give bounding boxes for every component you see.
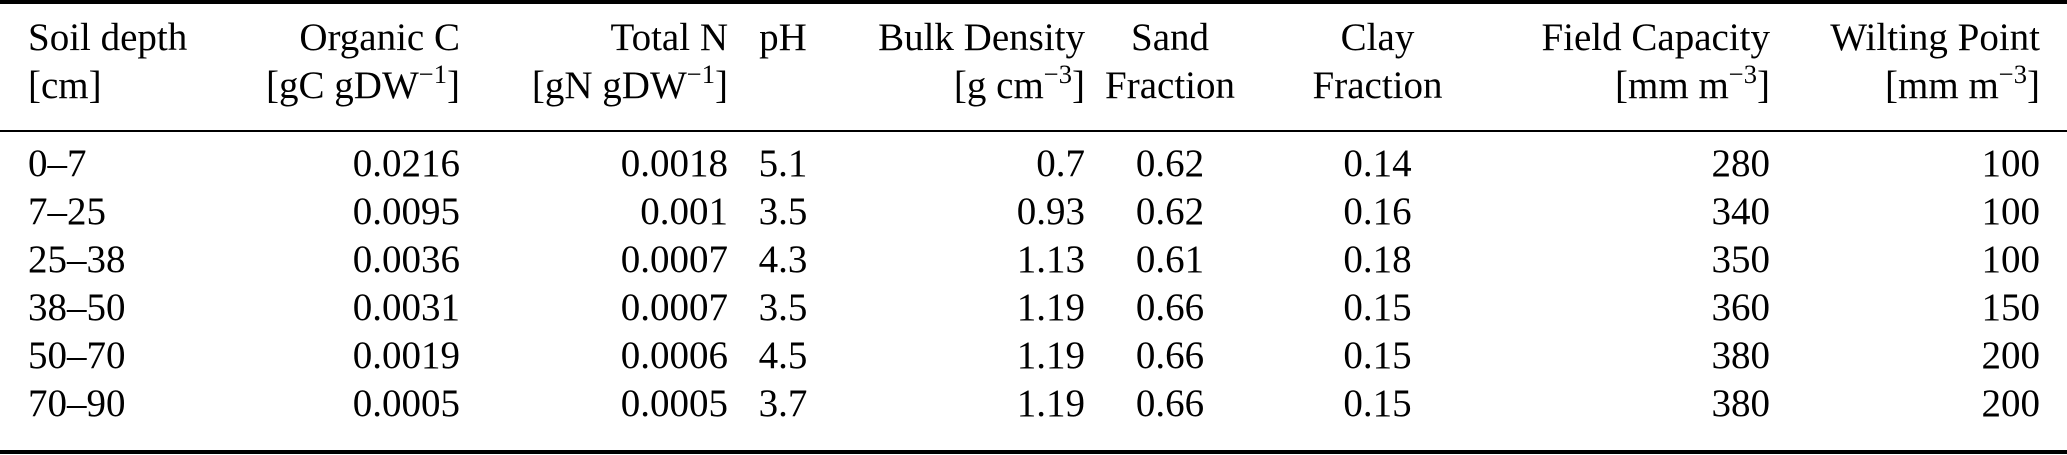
table-row: 7–25 0.0095 0.001 3.5 0.93 0.62 0.16 340… xyxy=(0,188,2067,236)
table-cell: 0.0005 xyxy=(352,382,460,425)
table-cell: 0.15 xyxy=(1343,334,1412,377)
table-cell: 0.14 xyxy=(1343,142,1412,185)
table-cell: 0.15 xyxy=(1343,286,1412,329)
table-header: Soil depth [cm] Organic C [gC gDW−1] Tot… xyxy=(0,2,2067,131)
table-cell: 0.15 xyxy=(1343,382,1412,425)
col-label: Sand xyxy=(1131,16,1209,59)
table-cell: 100 xyxy=(1981,142,2041,185)
table-cell: 0.66 xyxy=(1135,382,1205,425)
col-label: Bulk Density xyxy=(878,16,1085,59)
col-header-clay-fraction: Clay Fraction xyxy=(1255,2,1500,131)
table-cell: 0.0007 xyxy=(620,286,728,329)
table-cell: 380 xyxy=(1711,382,1771,425)
col-header-soil-depth: Soil depth [cm] xyxy=(0,2,230,131)
table-cell: 380 xyxy=(1711,334,1771,377)
table-cell: 50–70 xyxy=(28,334,126,377)
table-cell: 0–7 xyxy=(28,142,87,185)
table-cell: 70–90 xyxy=(28,382,126,425)
col-header-organic-c: Organic C [gC gDW−1] xyxy=(230,2,460,131)
table-row: 50–70 0.0019 0.0006 4.5 1.19 0.66 0.15 3… xyxy=(0,332,2067,380)
table-cell: 38–50 xyxy=(28,286,126,329)
table-cell: 7–25 xyxy=(28,190,106,233)
col-unit: [g cm−3] xyxy=(953,59,1085,107)
col-label: Field Capacity xyxy=(1541,16,1770,59)
table-cell: 0.001 xyxy=(640,190,728,233)
col-unit: [cm] xyxy=(28,64,102,107)
table-cell: 0.66 xyxy=(1135,286,1205,329)
table-cell: 3.5 xyxy=(758,286,808,329)
table-cell: 0.62 xyxy=(1135,142,1205,185)
col-label: Clay xyxy=(1340,16,1415,59)
col-label: Wilting Point xyxy=(1830,16,2040,59)
table-cell: 280 xyxy=(1711,142,1771,185)
col-label: pH xyxy=(759,16,807,59)
col-header-bulk-density: Bulk Density [g cm−3] xyxy=(838,2,1085,131)
table-cell: 3.7 xyxy=(758,382,808,425)
table-cell: 0.7 xyxy=(1036,142,1085,185)
table-cell: 0.16 xyxy=(1343,190,1412,233)
table-cell: 0.0031 xyxy=(352,286,460,329)
table-cell: 4.5 xyxy=(758,334,808,377)
table-cell: 100 xyxy=(1981,238,2041,281)
table-cell: 0.0006 xyxy=(620,334,728,377)
table-cell: 0.93 xyxy=(1016,190,1085,233)
table-cell: 0.61 xyxy=(1135,238,1205,281)
header-row: Soil depth [cm] Organic C [gC gDW−1] Tot… xyxy=(0,2,2067,131)
col-unit: [mm m−3] xyxy=(1615,59,1770,107)
col-unit: [gC gDW−1] xyxy=(266,59,460,107)
table-row: 38–50 0.0031 0.0007 3.5 1.19 0.66 0.15 3… xyxy=(0,284,2067,332)
table-row: 0–7 0.0216 0.0018 5.1 0.7 0.62 0.14 280 … xyxy=(0,131,2067,188)
table-cell: 0.66 xyxy=(1135,334,1205,377)
col-unit: [mm m−3] xyxy=(1885,59,2040,107)
table-cell: 5.1 xyxy=(758,142,808,185)
table-cell: 0.62 xyxy=(1135,190,1205,233)
table-cell: 0.0216 xyxy=(352,142,460,185)
col-label: Soil depth xyxy=(28,16,188,59)
table-cell: 0.0007 xyxy=(620,238,728,281)
table-cell: 0.0036 xyxy=(352,238,460,281)
table-cell: 1.19 xyxy=(1016,382,1085,425)
table-row: 70–90 0.0005 0.0005 3.7 1.19 0.66 0.15 3… xyxy=(0,380,2067,452)
table-cell: 1.19 xyxy=(1016,286,1085,329)
col-label: Total N xyxy=(610,16,729,59)
col-header-field-capacity: Field Capacity [mm m−3] xyxy=(1500,2,1770,131)
table-row: 25–38 0.0036 0.0007 4.3 1.13 0.61 0.18 3… xyxy=(0,236,2067,284)
table-cell: 0.0095 xyxy=(352,190,460,233)
table-cell: 1.19 xyxy=(1016,334,1085,377)
col-header-ph: pH xyxy=(728,2,838,131)
table-cell: 340 xyxy=(1711,190,1771,233)
table-cell: 1.13 xyxy=(1016,238,1085,281)
table-cell: 0.0005 xyxy=(620,382,728,425)
col-header-total-n: Total N [gN gDW−1] xyxy=(460,2,728,131)
table-cell: 0.0018 xyxy=(620,142,728,185)
table-cell: 25–38 xyxy=(28,238,126,281)
table-cell: 0.18 xyxy=(1343,238,1412,281)
col-label: Organic C xyxy=(299,16,460,59)
table-cell: 200 xyxy=(1981,334,2041,377)
table-cell: 4.3 xyxy=(758,238,808,281)
table-cell: 0.0019 xyxy=(352,334,460,377)
col-unit: Fraction xyxy=(1312,64,1443,107)
table-body: 0–7 0.0216 0.0018 5.1 0.7 0.62 0.14 280 … xyxy=(0,131,2067,452)
table-cell: 350 xyxy=(1711,238,1771,281)
col-unit: [gN gDW−1] xyxy=(531,59,728,107)
col-unit: Fraction xyxy=(1105,64,1235,107)
table-cell: 200 xyxy=(1981,382,2041,425)
col-header-sand-fraction: Sand Fraction xyxy=(1085,2,1255,131)
table-cell: 360 xyxy=(1711,286,1771,329)
col-header-wilting-point: Wilting Point [mm m−3] xyxy=(1770,2,2067,131)
table-cell: 3.5 xyxy=(758,190,808,233)
table-cell: 150 xyxy=(1981,286,2041,329)
table-cell: 100 xyxy=(1981,190,2041,233)
